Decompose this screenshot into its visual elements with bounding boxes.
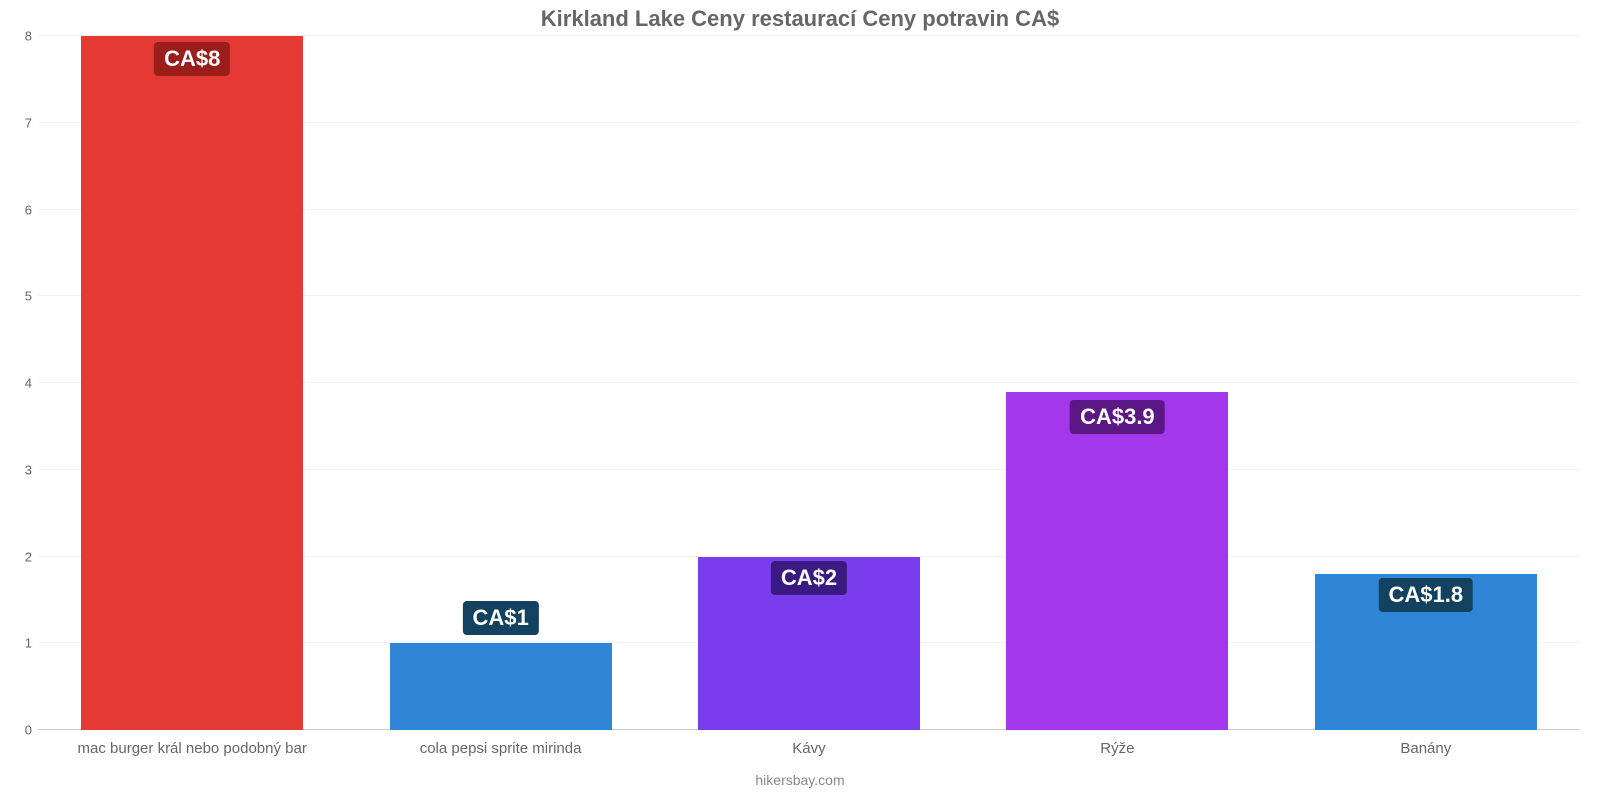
value-badge: CA$3.9 <box>1070 400 1165 434</box>
bar-slot: CA$2Kávy <box>655 36 963 730</box>
bar-slot: CA$1cola pepsi sprite mirinda <box>346 36 654 730</box>
bar <box>1006 392 1228 730</box>
x-tick-label: Kávy <box>792 740 825 757</box>
y-tick-label: 8 <box>25 29 32 44</box>
bars-layer: CA$8mac burger král nebo podobný barCA$1… <box>38 36 1580 730</box>
y-tick-label: 7 <box>25 115 32 130</box>
x-tick-label: cola pepsi sprite mirinda <box>420 740 582 757</box>
bar-slot: CA$8mac burger král nebo podobný bar <box>38 36 346 730</box>
y-tick-label: 0 <box>25 723 32 738</box>
y-tick-label: 1 <box>25 636 32 651</box>
y-tick-label: 5 <box>25 289 32 304</box>
y-tick-label: 3 <box>25 462 32 477</box>
chart-footer: hikersbay.com <box>0 772 1600 788</box>
price-chart: Kirkland Lake Ceny restaurací Ceny potra… <box>0 0 1600 800</box>
value-badge: CA$1 <box>462 601 538 635</box>
bar-slot: CA$1.8Banány <box>1272 36 1580 730</box>
y-tick-label: 2 <box>25 549 32 564</box>
value-badge: CA$8 <box>154 42 230 76</box>
x-tick-label: Banány <box>1400 740 1451 757</box>
bar <box>390 643 612 730</box>
x-tick-label: mac burger král nebo podobný bar <box>78 740 307 757</box>
y-axis: 012345678 <box>0 36 38 730</box>
value-badge: CA$2 <box>771 561 847 595</box>
x-tick-label: Rýže <box>1100 740 1134 757</box>
bar-slot: CA$3.9Rýže <box>963 36 1271 730</box>
value-badge: CA$1.8 <box>1378 578 1473 612</box>
bar <box>81 36 303 730</box>
y-tick-label: 4 <box>25 376 32 391</box>
y-tick-label: 6 <box>25 202 32 217</box>
chart-title: Kirkland Lake Ceny restaurací Ceny potra… <box>0 6 1600 32</box>
